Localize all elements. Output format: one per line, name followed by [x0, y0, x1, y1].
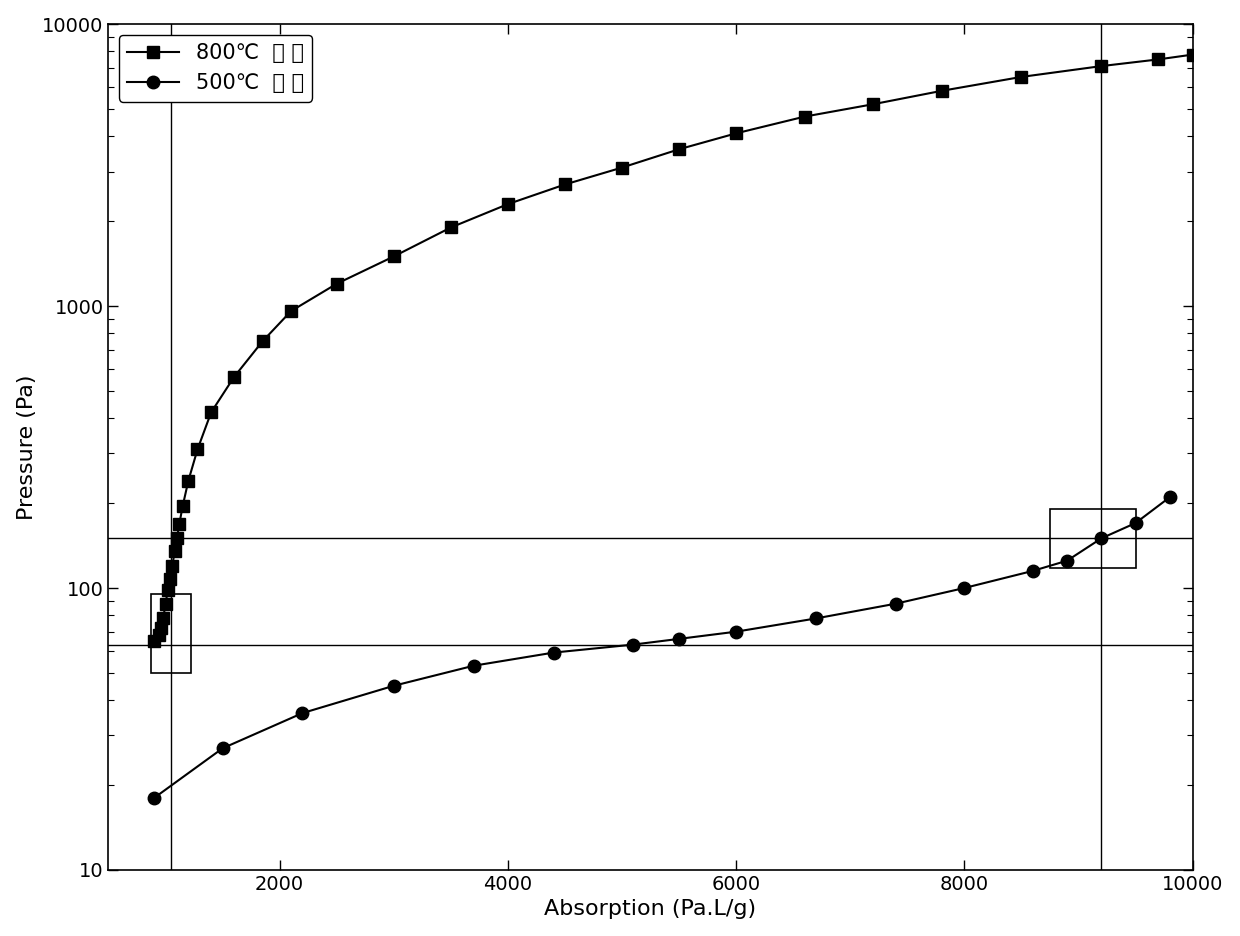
- Line: 500℃  吸 氢: 500℃ 吸 氢: [148, 490, 1176, 804]
- Bar: [151, 594, 191, 673]
- 800℃  放 氢: [672, 143, 687, 154]
- 500℃  吸 氢: [957, 582, 972, 593]
- Bar: [1050, 509, 1136, 568]
- 800℃  放 氢: [387, 251, 402, 262]
- 800℃  放 氢: [1094, 61, 1109, 72]
- 800℃  放 氢: [203, 406, 218, 417]
- Y-axis label: Pressure (Pa): Pressure (Pa): [16, 374, 37, 519]
- 500℃  吸 氢: [1162, 491, 1177, 503]
- 500℃  吸 氢: [808, 613, 823, 624]
- 500℃  吸 氢: [387, 680, 402, 692]
- 800℃  放 氢: [146, 636, 161, 647]
- Legend: 800℃  放 氢, 500℃  吸 氢: 800℃ 放 氢, 500℃ 吸 氢: [119, 35, 312, 102]
- 800℃  放 氢: [162, 573, 177, 584]
- X-axis label: Absorption (Pa.L/g): Absorption (Pa.L/g): [544, 899, 756, 919]
- 800℃  放 氢: [151, 630, 166, 641]
- 500℃  吸 氢: [1060, 555, 1075, 566]
- 800℃  放 氢: [1151, 53, 1166, 65]
- 800℃  放 氢: [866, 98, 880, 110]
- 800℃  放 氢: [615, 162, 630, 173]
- 500℃  吸 氢: [546, 647, 560, 658]
- 500℃  吸 氢: [466, 660, 481, 671]
- 800℃  放 氢: [501, 198, 516, 210]
- 800℃  放 氢: [165, 560, 180, 571]
- 500℃  吸 氢: [889, 598, 904, 609]
- 800℃  放 氢: [157, 598, 172, 609]
- 800℃  放 氢: [729, 127, 744, 139]
- 500℃  吸 氢: [1025, 565, 1040, 577]
- 800℃  放 氢: [170, 533, 185, 544]
- 500℃  吸 氢: [672, 634, 687, 645]
- 800℃  放 氢: [172, 519, 187, 530]
- 500℃  吸 氢: [216, 742, 231, 753]
- 800℃  放 氢: [330, 278, 345, 289]
- 800℃  放 氢: [797, 111, 812, 123]
- 500℃  吸 氢: [1128, 518, 1143, 529]
- 500℃  吸 氢: [729, 626, 744, 637]
- 500℃  吸 氢: [146, 793, 161, 804]
- 800℃  放 氢: [558, 179, 573, 190]
- 800℃  放 氢: [160, 585, 175, 596]
- 800℃  放 氢: [444, 222, 459, 233]
- 800℃  放 氢: [1014, 71, 1029, 82]
- Line: 800℃  放 氢: 800℃ 放 氢: [148, 49, 1199, 647]
- 800℃  放 氢: [190, 444, 205, 455]
- 800℃  放 氢: [175, 501, 190, 512]
- 800℃  放 氢: [167, 546, 182, 557]
- 800℃  放 氢: [181, 475, 196, 487]
- 500℃  吸 氢: [626, 639, 641, 651]
- 800℃  放 氢: [154, 622, 169, 634]
- 800℃  放 氢: [284, 305, 299, 316]
- 500℃  吸 氢: [1094, 533, 1109, 544]
- 500℃  吸 氢: [295, 708, 310, 719]
- 800℃  放 氢: [255, 336, 270, 347]
- 800℃  放 氢: [934, 85, 949, 96]
- 800℃  放 氢: [156, 613, 171, 624]
- 800℃  放 氢: [227, 372, 242, 383]
- 800℃  放 氢: [1185, 49, 1200, 60]
